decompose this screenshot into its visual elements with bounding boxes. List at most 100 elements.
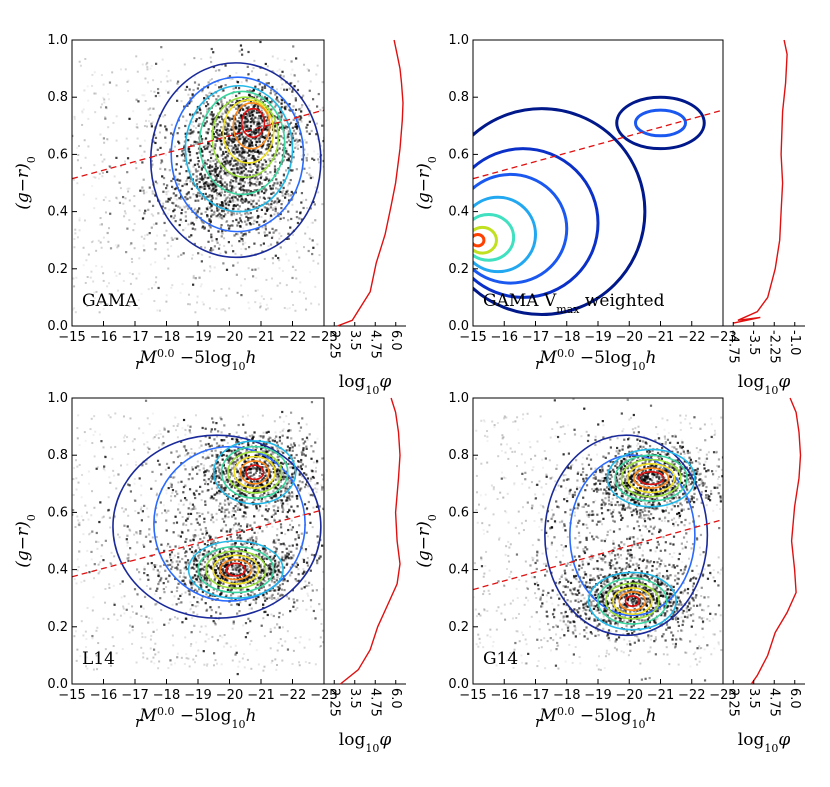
density-point (309, 80, 312, 83)
density-point (208, 164, 212, 167)
density-point (190, 643, 193, 646)
density-point (211, 121, 214, 124)
density-point (238, 109, 241, 112)
density-point (146, 61, 149, 64)
density-point (205, 633, 208, 636)
density-point (261, 487, 264, 490)
density-point (238, 205, 241, 208)
density-point (237, 111, 241, 114)
density-point (297, 573, 300, 576)
density-point (235, 80, 239, 83)
density-point (237, 522, 241, 525)
density-point (201, 221, 204, 224)
density-point (144, 209, 147, 212)
density-point (305, 159, 308, 162)
density-point (154, 180, 157, 183)
density-point (235, 71, 238, 74)
density-point (182, 159, 185, 162)
density-point (172, 210, 175, 213)
density-point (292, 233, 295, 236)
density-point (240, 437, 243, 440)
density-point (230, 583, 233, 586)
density-point (225, 469, 229, 472)
density-point (237, 570, 241, 573)
density-point (273, 420, 276, 423)
density-point (164, 125, 167, 128)
density-point (96, 626, 99, 629)
density-point (262, 431, 265, 434)
density-point (293, 565, 296, 568)
density-point (276, 649, 279, 652)
density-point (128, 199, 131, 202)
density-point (300, 451, 303, 454)
density-point (174, 662, 177, 665)
density-point (210, 173, 213, 176)
density-point (142, 652, 145, 655)
density-point (96, 668, 99, 671)
density-point (238, 187, 241, 190)
density-point (272, 471, 275, 474)
density-point (155, 222, 158, 225)
density-point (261, 529, 264, 532)
density-point (331, 495, 333, 497)
density-point (187, 452, 190, 455)
density-point (230, 486, 233, 489)
density-point (253, 189, 256, 192)
density-point (290, 444, 293, 447)
density-point (278, 574, 281, 577)
density-point (322, 571, 324, 574)
density-point (210, 190, 214, 193)
density-point (169, 79, 172, 82)
density-point (220, 167, 223, 170)
density-point (265, 177, 268, 181)
density-point (285, 88, 289, 91)
density-point (183, 662, 186, 665)
density-point (252, 479, 256, 482)
density-point (214, 471, 217, 474)
density-point (228, 499, 231, 502)
density-point (247, 182, 250, 185)
density-point (248, 174, 252, 177)
density-point (257, 155, 260, 158)
density-point (345, 259, 347, 261)
density-point (255, 176, 258, 179)
density-point (104, 587, 107, 590)
density-point (186, 424, 189, 427)
density-point (172, 128, 175, 131)
density-point (255, 504, 258, 507)
density-point (279, 135, 282, 138)
density-point (317, 541, 320, 544)
density-point (240, 154, 243, 157)
density-point (309, 479, 312, 482)
density-point (236, 566, 239, 569)
density-point (251, 583, 254, 586)
density-point (197, 83, 200, 86)
density-point (305, 445, 308, 448)
density-point (234, 139, 237, 142)
density-point (298, 139, 301, 142)
density-point (269, 101, 272, 104)
density-point (182, 503, 185, 506)
density-point (220, 179, 223, 183)
density-point (304, 465, 307, 468)
density-point (236, 469, 239, 472)
density-point (193, 535, 196, 538)
density-point (227, 469, 230, 472)
density-point (249, 216, 252, 220)
density-point (109, 416, 112, 419)
density-point (274, 135, 277, 138)
density-point (207, 240, 210, 243)
density-point (277, 256, 280, 260)
density-point (300, 458, 303, 462)
density-point (159, 579, 162, 582)
density-point (239, 508, 242, 511)
density-point (215, 215, 218, 218)
density-point (215, 518, 218, 521)
density-point (166, 200, 170, 203)
density-point (276, 528, 279, 531)
density-point (108, 199, 111, 202)
density-point (234, 460, 237, 463)
density-point (317, 191, 320, 194)
density-point (270, 203, 273, 206)
density-point (207, 638, 210, 641)
